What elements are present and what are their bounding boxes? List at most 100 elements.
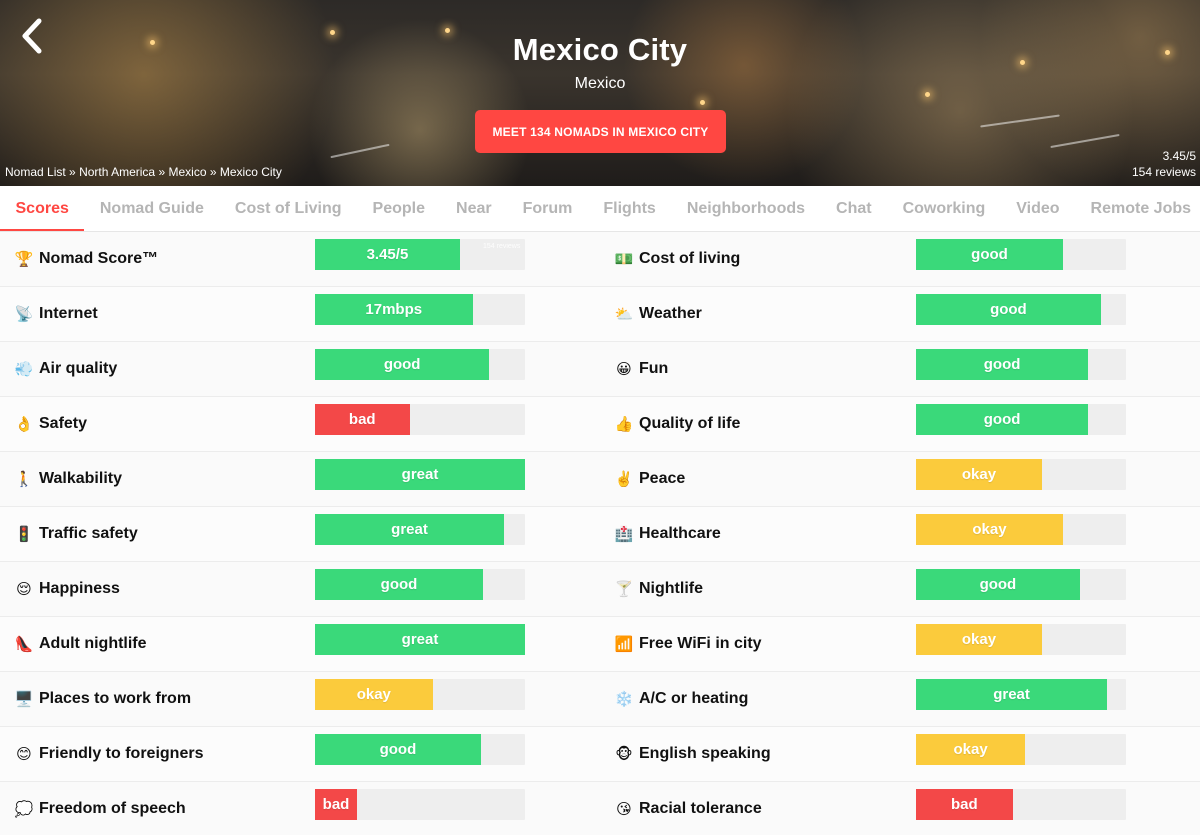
score-bar-fill: good bbox=[916, 239, 1063, 270]
peace-icon: ✌️ bbox=[614, 470, 634, 488]
traffic-streak bbox=[1050, 133, 1120, 149]
score-label: Peace bbox=[639, 470, 686, 487]
tab-people[interactable]: People bbox=[372, 199, 426, 217]
score-row-healthcare[interactable]: 🏥 Healthcare okay bbox=[600, 507, 1200, 562]
tab-scores[interactable]: Scores bbox=[0, 186, 85, 231]
section-tabs: Scores Nomad Guide Cost of Living People Nea… bbox=[0, 186, 1200, 232]
tab-coworking[interactable]: Coworking bbox=[902, 199, 986, 217]
score-bar-fill: good bbox=[916, 569, 1080, 600]
score-label: English speaking bbox=[639, 745, 771, 762]
score-bar-fill: okay bbox=[916, 624, 1042, 655]
score-row-nightlife[interactable]: 🍸 Nightlife good bbox=[600, 562, 1200, 617]
score-row-cost-of-living[interactable]: 💵 Cost of living good bbox=[600, 232, 1200, 287]
score-bar-fill: okay bbox=[916, 514, 1063, 545]
score-bar: okay bbox=[315, 679, 525, 710]
score-label: Traffic safety bbox=[39, 525, 138, 542]
score-label: A/C or heating bbox=[639, 690, 749, 707]
score-bar-fill: great bbox=[916, 679, 1108, 710]
traffic-safety-icon: 🚦 bbox=[14, 525, 34, 543]
breadcrumb-separator: » bbox=[158, 165, 166, 179]
score-row-free-wifi-in-city[interactable]: 📶 Free WiFi in city okay bbox=[600, 617, 1200, 672]
breadcrumb: Nomad List » North America » Mexico » Me… bbox=[5, 165, 282, 179]
score-bar-fill: bad bbox=[916, 789, 1013, 820]
hero-score-value: 3.45/5 bbox=[1162, 149, 1196, 163]
score-bar: good bbox=[315, 349, 525, 380]
score-bar: good bbox=[315, 569, 525, 600]
score-bar: good bbox=[916, 569, 1126, 600]
score-bar: good bbox=[916, 404, 1126, 435]
tab-neighborhoods[interactable]: Neighborhoods bbox=[686, 199, 806, 217]
score-row-friendly-to-foreigners[interactable]: 😊 Friendly to foreigners good bbox=[0, 727, 600, 782]
score-bar-fill: good bbox=[315, 569, 483, 600]
tab-cost-of-living[interactable]: Cost of Living bbox=[234, 199, 342, 217]
tab-chat[interactable]: Chat bbox=[836, 199, 872, 217]
city-light bbox=[330, 30, 335, 35]
score-row-traffic-safety[interactable]: 🚦 Traffic safety great bbox=[0, 507, 600, 562]
score-bar: okay bbox=[916, 624, 1126, 655]
racial-tolerance-icon: 😘 bbox=[616, 800, 632, 818]
score-bar-fill: good bbox=[916, 294, 1101, 325]
score-row-english-speaking[interactable]: 🐵 English speaking okay bbox=[600, 727, 1200, 782]
english-speaking-icon: 🐵 bbox=[615, 745, 633, 763]
tab-near[interactable]: Near bbox=[456, 199, 492, 217]
city-hero: Mexico City Mexico MEET 134 NOMADS IN ME… bbox=[0, 0, 1200, 186]
score-row-quality-of-life[interactable]: 👍 Quality of life good bbox=[600, 397, 1200, 452]
score-bar-fill: great bbox=[315, 459, 525, 490]
score-row-racial-tolerance[interactable]: 😘 Racial tolerance bad bbox=[600, 782, 1200, 835]
city-light bbox=[925, 92, 930, 97]
score-bar-fill: okay bbox=[916, 459, 1042, 490]
score-bar: bad bbox=[315, 404, 525, 435]
score-row-walkability[interactable]: 🚶 Walkability great bbox=[0, 452, 600, 507]
breadcrumb-mexico[interactable]: Mexico bbox=[168, 165, 207, 179]
breadcrumb-north-america[interactable]: North America bbox=[79, 165, 156, 179]
score-bar: great bbox=[315, 514, 525, 545]
score-row-air-quality[interactable]: 💨 Air quality good bbox=[0, 342, 600, 397]
score-bar: great bbox=[315, 459, 525, 490]
score-label: Places to work from bbox=[39, 690, 192, 707]
freedom-of-speech-icon: 💭 bbox=[14, 800, 34, 818]
score-label: Internet bbox=[39, 305, 98, 322]
breadcrumb-mexico-city[interactable]: Mexico City bbox=[219, 165, 282, 179]
score-bar-review-count: 154 reviews bbox=[483, 243, 521, 250]
score-row-places-to-work-from[interactable]: 🖥️ Places to work from okay bbox=[0, 672, 600, 727]
back-button[interactable] bbox=[14, 14, 50, 58]
score-label: Adult nightlife bbox=[39, 635, 147, 652]
city-light bbox=[700, 100, 705, 105]
score-bar-fill: okay bbox=[315, 679, 433, 710]
score-row-freedom-of-speech[interactable]: 💭 Freedom of speech bad bbox=[0, 782, 600, 835]
score-row-weather[interactable]: ⛅ Weather good bbox=[600, 287, 1200, 342]
score-row-happiness[interactable]: 😌 Happiness good bbox=[0, 562, 600, 617]
score-row-safety[interactable]: 👌 Safety bad bbox=[0, 397, 600, 452]
score-bar: okay bbox=[916, 734, 1126, 765]
traffic-streak bbox=[330, 143, 390, 159]
score-bar-fill: good bbox=[315, 349, 490, 380]
score-row-fun[interactable]: 😀 Fun good bbox=[600, 342, 1200, 397]
meet-nomads-button[interactable]: MEET 134 NOMADS IN MEXICO CITY bbox=[475, 110, 726, 153]
score-row-internet[interactable]: 📡 Internet 17mbps bbox=[0, 287, 600, 342]
score-label: Safety bbox=[39, 415, 88, 432]
score-row-adult-nightlife[interactable]: 👠 Adult nightlife great bbox=[0, 617, 600, 672]
score-label: Nomad Score™ bbox=[39, 250, 159, 267]
score-bar: 3.45/5 154 reviews bbox=[315, 239, 525, 270]
score-label: Air quality bbox=[39, 360, 118, 377]
fun-icon: 😀 bbox=[616, 360, 632, 378]
score-row-nomad-score[interactable]: 🏆 Nomad Score™ 3.45/5 154 reviews bbox=[0, 232, 600, 287]
score-bar-fill: okay bbox=[916, 734, 1026, 765]
score-row-a-c-or-heating[interactable]: ❄️ A/C or heating great bbox=[600, 672, 1200, 727]
score-label: Nightlife bbox=[639, 580, 703, 597]
tab-forum[interactable]: Forum bbox=[522, 199, 573, 217]
tab-remote-jobs[interactable]: Remote Jobs bbox=[1090, 199, 1192, 217]
breadcrumb-nomad-list[interactable]: Nomad List bbox=[5, 165, 66, 179]
tab-video[interactable]: Video bbox=[1016, 199, 1060, 217]
score-row-peace[interactable]: ✌️ Peace okay bbox=[600, 452, 1200, 507]
a-c-or-heating-icon: ❄️ bbox=[614, 690, 634, 708]
hero-score: 3.45/5 154 reviews bbox=[1132, 148, 1196, 180]
score-bar-fill: good bbox=[916, 404, 1089, 435]
score-label: Walkability bbox=[39, 470, 122, 487]
tab-flights[interactable]: Flights bbox=[603, 199, 656, 217]
tab-nomad-guide[interactable]: Nomad Guide bbox=[99, 199, 204, 217]
score-bar: great bbox=[315, 624, 525, 655]
score-bar: bad bbox=[916, 789, 1126, 820]
chevron-left-icon bbox=[22, 18, 42, 54]
nomad-score-icon: 🏆 bbox=[14, 250, 34, 268]
